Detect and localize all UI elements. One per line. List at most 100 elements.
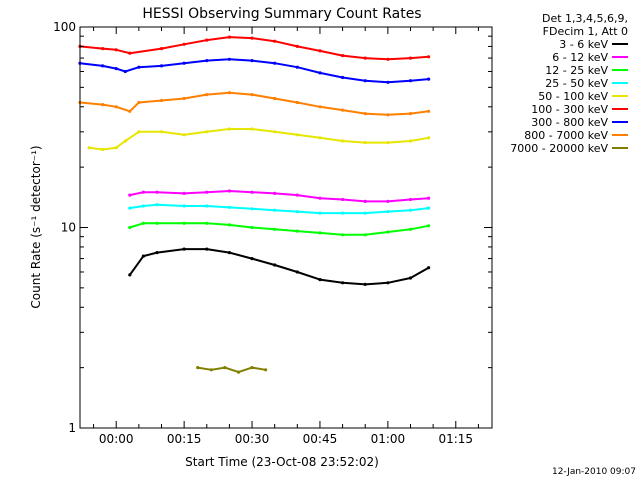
- legend-entry-label: 7000 - 20000 keV: [510, 142, 608, 155]
- data-point: [182, 247, 186, 251]
- data-point: [363, 79, 367, 83]
- data-point: [87, 146, 91, 150]
- data-point: [227, 205, 231, 209]
- data-point: [114, 48, 118, 52]
- data-point: [101, 64, 105, 68]
- data-point: [408, 276, 413, 280]
- legend-entry-label: 3 - 6 keV: [559, 38, 608, 51]
- legend-entry-label: 12 - 25 keV: [545, 64, 608, 77]
- data-point: [250, 366, 254, 370]
- data-point: [386, 141, 390, 145]
- data-point: [363, 56, 367, 60]
- data-point: [141, 204, 145, 208]
- data-point: [273, 263, 277, 267]
- data-point: [341, 54, 345, 58]
- print-timestamp: 12-Jan-2010 09:07: [552, 467, 636, 477]
- legend-entry-label: 800 - 7000 keV: [524, 129, 608, 142]
- data-point: [363, 199, 367, 203]
- data-point: [137, 65, 141, 69]
- data-point: [408, 139, 413, 143]
- data-point: [250, 207, 254, 211]
- data-point: [205, 190, 209, 194]
- data-point: [318, 196, 322, 200]
- data-point: [427, 266, 431, 270]
- legend-entry-label: 25 - 50 keV: [545, 77, 608, 90]
- y-tick-label: 100: [53, 20, 76, 34]
- data-point: [250, 257, 254, 261]
- data-point: [227, 57, 231, 61]
- data-point: [408, 208, 413, 212]
- data-point: [386, 113, 390, 117]
- data-point: [250, 225, 254, 230]
- data-point: [128, 206, 132, 210]
- y-tick-label: 10: [61, 221, 76, 235]
- data-point: [250, 190, 254, 194]
- data-point: [427, 196, 431, 200]
- data-point: [182, 204, 186, 208]
- data-point: [128, 193, 132, 197]
- data-point: [209, 368, 213, 372]
- data-point: [128, 225, 132, 230]
- data-point: [155, 203, 159, 207]
- data-point: [250, 93, 254, 97]
- data-point: [295, 270, 299, 274]
- data-point: [128, 109, 132, 113]
- y-axis-label: Count Rate (s⁻¹ detector⁻¹): [29, 145, 43, 308]
- data-point: [155, 190, 159, 194]
- data-point: [295, 133, 299, 137]
- data-point: [159, 130, 164, 134]
- data-point: [182, 191, 186, 195]
- data-point: [101, 47, 105, 51]
- data-point: [273, 130, 277, 134]
- data-point: [341, 108, 345, 112]
- data-point: [114, 146, 118, 150]
- data-point: [341, 75, 345, 80]
- data-point: [205, 247, 209, 251]
- data-point: [427, 55, 431, 59]
- series-line-4: [88, 128, 429, 151]
- data-point: [250, 59, 254, 63]
- data-point: [341, 211, 345, 215]
- data-point: [363, 233, 367, 237]
- data-point: [295, 65, 299, 69]
- x-tick-label: 00:45: [303, 432, 338, 446]
- data-point: [386, 230, 390, 234]
- data-point: [227, 223, 231, 227]
- legend-entry-label: 300 - 800 keV: [531, 116, 608, 129]
- data-point: [273, 227, 277, 231]
- data-point: [295, 193, 299, 197]
- legend-entry-label: 100 - 300 keV: [531, 103, 608, 116]
- data-point: [155, 221, 159, 225]
- axes: 00:00 00:15 00:30 00:45 01:00 01:15 1 10 100: [53, 20, 492, 446]
- data-point: [273, 39, 277, 43]
- y-tick-label: 1: [68, 421, 76, 435]
- series-line-7: [79, 91, 429, 116]
- chart-title: HESSI Observing Summary Count Rates: [142, 6, 421, 22]
- data-point: [341, 233, 345, 237]
- data-point: [250, 36, 254, 40]
- x-tick-label: 00:30: [235, 432, 270, 446]
- data-point: [295, 44, 299, 49]
- data-point: [205, 59, 209, 63]
- data-point: [227, 251, 231, 255]
- data-point: [141, 190, 145, 194]
- data-point: [128, 273, 132, 277]
- data-point: [128, 51, 132, 55]
- x-tick-label: 00:00: [99, 432, 134, 446]
- data-point: [427, 136, 431, 140]
- data-point: [318, 278, 322, 282]
- data-point: [264, 368, 268, 372]
- data-point: [227, 189, 231, 193]
- data-point: [182, 221, 186, 225]
- data-point: [341, 197, 345, 202]
- legend: Det 1,3,4,5,6,9,FDecim 1, Att 03 - 6 keV…: [510, 12, 628, 155]
- data-point: [159, 64, 164, 68]
- x-axis-label: Start Time (23-Oct-08 23:52:02): [185, 455, 379, 469]
- data-point: [205, 38, 209, 42]
- data-point: [341, 281, 345, 285]
- data-point: [427, 224, 431, 228]
- data-point: [141, 254, 145, 258]
- data-point: [227, 35, 231, 39]
